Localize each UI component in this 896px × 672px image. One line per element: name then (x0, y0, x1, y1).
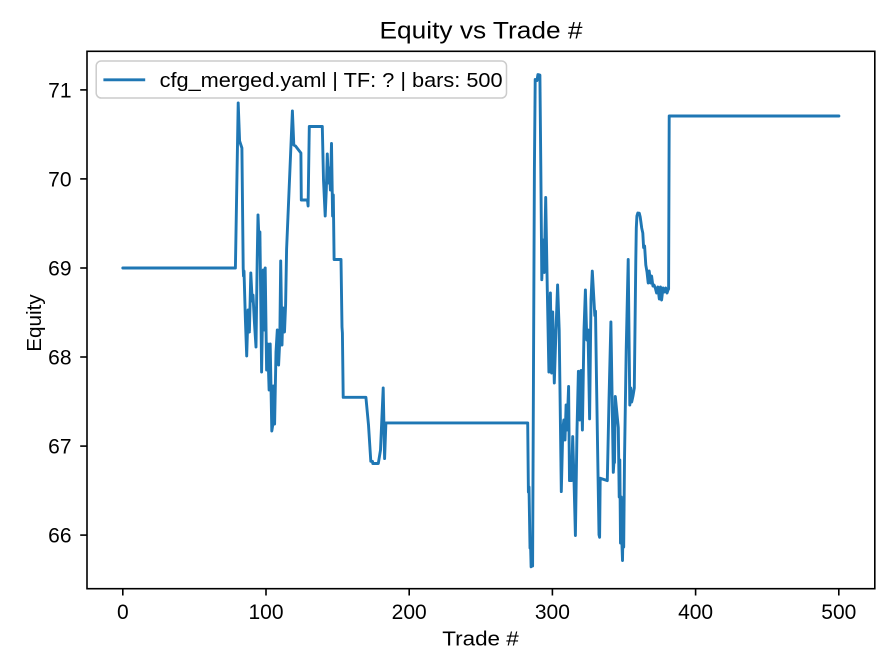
svg-text:67: 67 (48, 436, 71, 459)
svg-text:69: 69 (48, 258, 71, 281)
svg-text:200: 200 (392, 601, 427, 624)
svg-text:70: 70 (48, 168, 71, 191)
svg-text:66: 66 (48, 525, 71, 548)
svg-text:cfg_merged.yaml | TF: ? | bars: cfg_merged.yaml | TF: ? | bars: 500 (160, 70, 503, 92)
svg-text:300: 300 (535, 601, 570, 624)
svg-text:500: 500 (821, 601, 856, 624)
svg-text:0: 0 (117, 601, 129, 624)
svg-text:400: 400 (678, 601, 713, 624)
svg-text:Equity: Equity (24, 293, 46, 351)
svg-text:Equity vs Trade #: Equity vs Trade # (380, 17, 584, 44)
svg-text:Trade #: Trade # (442, 628, 519, 650)
svg-text:71: 71 (48, 79, 71, 102)
svg-text:68: 68 (48, 347, 71, 370)
svg-text:100: 100 (248, 601, 283, 624)
